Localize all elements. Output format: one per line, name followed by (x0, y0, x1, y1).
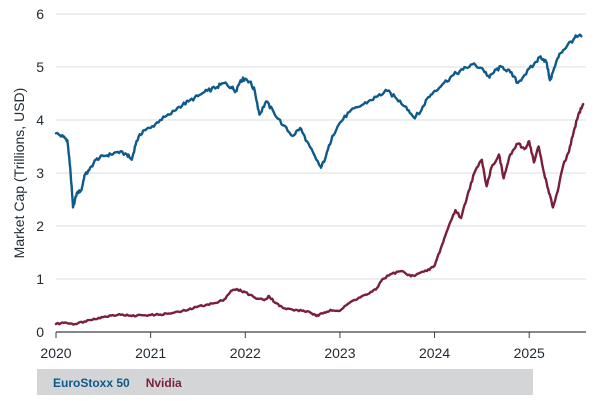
y-tick-label: 1 (36, 271, 44, 287)
x-tick-label: 2022 (230, 345, 261, 361)
legend-background (37, 369, 533, 395)
legend-entry-nvidia: Nvidia (146, 376, 182, 390)
y-tick-label: 0 (36, 324, 44, 340)
legend-entry-eurostoxx: EuroStoxx 50 (53, 376, 130, 390)
series-line-nvidia (54, 102, 585, 326)
y-tick-label: 2 (36, 218, 44, 234)
x-tick-label: 2025 (514, 345, 545, 361)
y-tick-label: 3 (36, 165, 44, 181)
y-tick-label: 6 (36, 6, 44, 22)
legend: EuroStoxx 50 Nvidia (37, 369, 533, 395)
gridlines (56, 13, 586, 280)
axes: 0 1 2 3 4 5 6 2020 2021 2022 2023 2024 2025 Market Ca… (11, 6, 586, 361)
y-tick-label: 5 (36, 59, 44, 75)
x-tick-label: 2023 (324, 345, 355, 361)
x-tick-label: 2020 (40, 345, 71, 361)
x-tick-label: 2021 (135, 345, 166, 361)
x-tick-label: 2024 (419, 345, 450, 361)
series-lines (54, 33, 585, 326)
y-tick-label: 4 (36, 112, 44, 128)
series-line-eurostoxx (54, 33, 583, 209)
y-axis-title: Market Cap (Trillions, USD) (11, 88, 27, 259)
